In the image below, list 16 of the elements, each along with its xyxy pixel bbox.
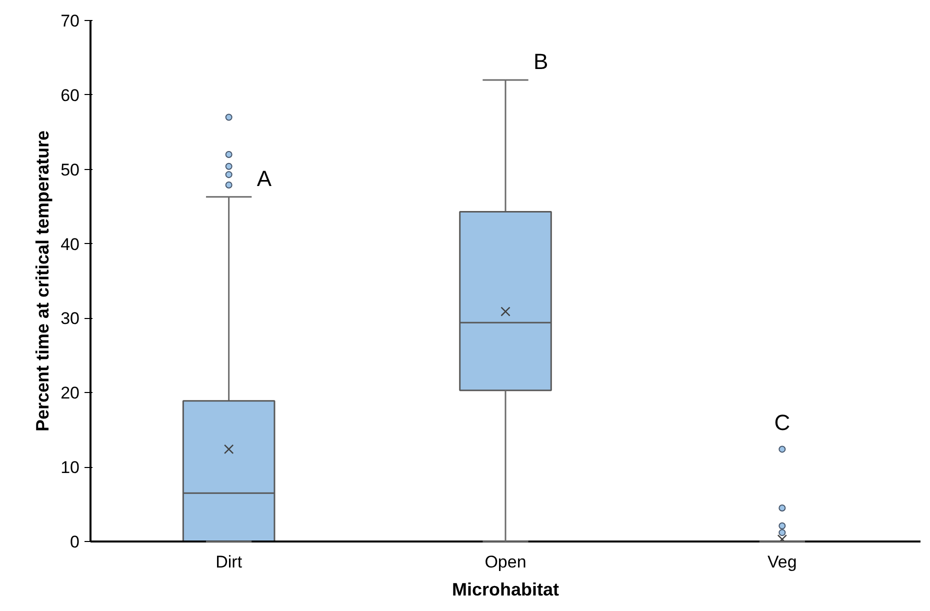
- annotation: B: [534, 49, 548, 74]
- y-tick-label: 0: [70, 532, 80, 552]
- y-tick-label: 10: [60, 458, 80, 478]
- y-tick-label: 30: [60, 309, 80, 328]
- x-tick-label: Dirt: [216, 552, 242, 572]
- y-axis-title: Percent time at critical temperature: [32, 130, 53, 432]
- y-tick-label: 20: [60, 384, 80, 403]
- x-tick-label: Open: [484, 552, 526, 572]
- y-tick-label: 60: [60, 86, 80, 105]
- annotation: C: [774, 410, 790, 436]
- y-tick-label: 50: [60, 160, 80, 180]
- x-tick-label: Veg: [768, 552, 797, 572]
- annotation: A: [256, 166, 272, 191]
- y-tick-label: 40: [60, 234, 80, 254]
- x-axis-title: Microhabitat: [452, 580, 560, 600]
- y-tick-label: 70: [60, 12, 80, 30]
